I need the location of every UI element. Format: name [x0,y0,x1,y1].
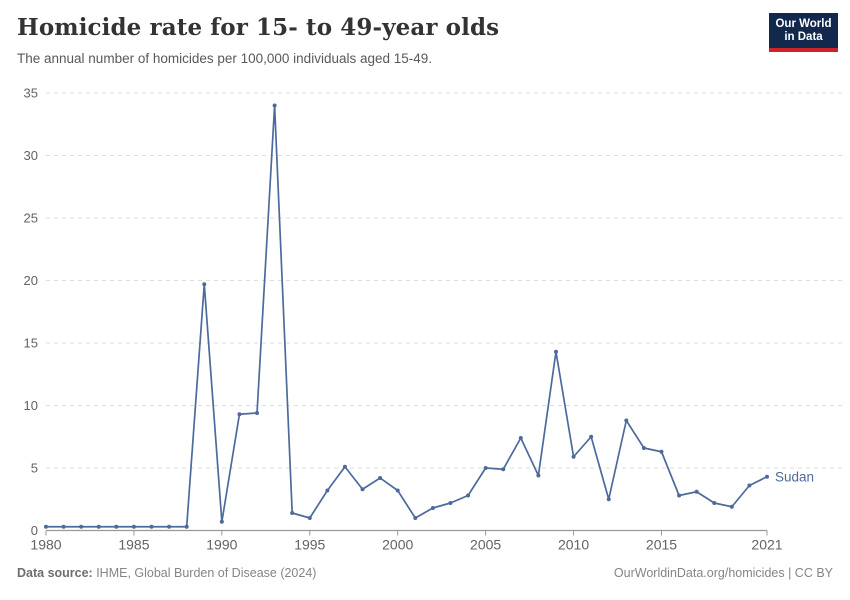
y-tick-label-25: 25 [24,211,38,226]
sudan-point-1998 [360,487,365,492]
sudan-point-1980 [44,524,48,529]
x-tick-label-2021: 2021 [751,537,782,553]
sudan-point-2005 [483,466,488,470]
sudan-point-2008 [536,473,541,478]
sudan-point-1989 [202,282,207,287]
x-tick-label-2005: 2005 [470,537,501,553]
x-tick-label-2015: 2015 [646,537,677,553]
sudan-point-1983 [96,524,101,529]
sudan-point-2011 [589,434,594,439]
sudan-point-2019 [729,504,734,509]
chart-footer: Data source: IHME, Global Burden of Dise… [17,566,833,580]
x-tick-label-2000: 2000 [382,537,413,553]
sudan-point-2017 [694,489,699,494]
sudan-point-2004 [466,493,471,498]
sudan-point-1991 [237,412,242,417]
sudan-point-2018 [712,501,717,505]
sudan-point-2020 [747,483,752,488]
sudan-point-2021 [765,474,769,479]
owid-logo[interactable]: Our World in Data [769,13,838,52]
sudan-point-1994 [290,511,295,515]
x-tick-label-1990: 1990 [206,537,237,553]
data-source-note: Data source: IHME, Global Burden of Dise… [17,566,316,580]
chart-subtitle: The annual number of homicides per 100,0… [17,51,433,66]
x-tick-label-1985: 1985 [118,537,149,553]
y-tick-label-30: 30 [24,148,38,163]
x-tick-label-2010: 2010 [558,537,589,553]
sudan-point-1988 [184,524,189,529]
y-tick-label-35: 35 [24,86,38,101]
sudan-point-2010 [571,454,576,459]
sudan-point-1987 [167,524,172,529]
sudan-point-1981 [61,524,66,529]
sudan-series-label: Sudan [775,469,814,484]
sudan-point-2009 [553,349,558,354]
sudan-point-1995 [307,516,312,520]
y-tick-label-5: 5 [31,461,38,476]
owid-logo-line1: Our World [775,18,832,30]
sudan-point-2006 [501,467,506,472]
sudan-point-1990 [219,519,224,524]
sudan-point-2002 [430,506,435,510]
sudan-point-1986 [149,524,154,529]
x-tick-label-1980: 1980 [30,537,61,553]
sudan-point-2007 [518,436,523,440]
sudan-point-1993 [272,103,277,108]
sudan-point-2003 [448,501,453,505]
sudan-point-2016 [677,493,682,498]
sudan-line [45,104,768,528]
y-tick-label-0: 0 [31,523,38,538]
sudan-point-1985 [131,524,136,529]
sudan-point-1996 [325,488,330,493]
y-tick-label-15: 15 [24,336,38,351]
sudan-point-1982 [79,524,84,529]
sudan-point-2012 [606,497,611,502]
sudan-point-2015 [659,449,664,454]
sudan-point-2014 [641,446,646,450]
owid-logo-line2: in Data [784,31,823,43]
data-source-text: IHME, Global Burden of Disease (2024) [92,566,317,580]
y-tick-label-20: 20 [24,273,38,288]
page-title: Homicide rate for 15- to 49-year olds [17,14,500,41]
x-tick-label-1995: 1995 [294,537,325,553]
sudan-point-2001 [413,516,418,520]
sudan-point-1997 [342,464,347,469]
sudan-point-1999 [378,476,383,480]
y-tick-label-10: 10 [24,398,38,413]
footer-citation-link[interactable]: OurWorldinData.org/homicides | CC BY [613,566,833,580]
sudan-point-2000 [395,488,400,493]
sudan-point-1992 [255,411,260,415]
data-source-label: Data source: [17,566,93,580]
sudan-point-1984 [114,524,119,529]
sudan-point-2013 [624,418,629,423]
